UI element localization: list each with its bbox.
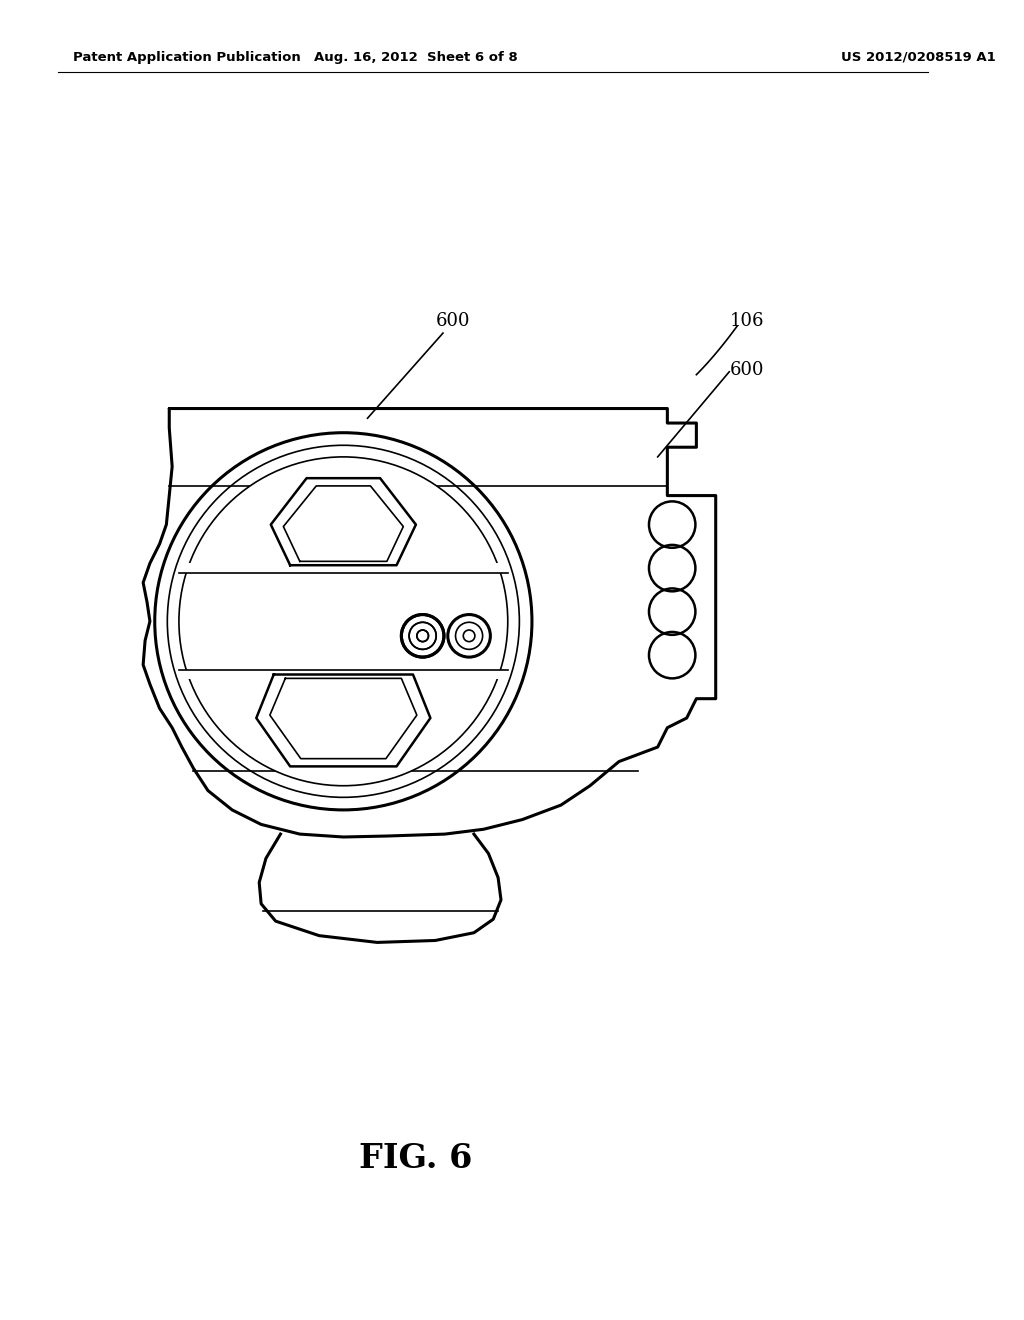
Circle shape: [649, 502, 695, 548]
Text: Aug. 16, 2012  Sheet 6 of 8: Aug. 16, 2012 Sheet 6 of 8: [314, 51, 518, 63]
Text: FIG. 6: FIG. 6: [359, 1142, 472, 1175]
Circle shape: [649, 589, 695, 635]
Circle shape: [649, 545, 695, 591]
Text: Patent Application Publication: Patent Application Publication: [73, 51, 300, 63]
Bar: [179, 669, 508, 680]
Circle shape: [401, 615, 444, 657]
Circle shape: [179, 457, 508, 785]
Text: 106: 106: [730, 313, 765, 330]
Text: US 2012/0208519 A1: US 2012/0208519 A1: [842, 51, 996, 63]
Bar: [179, 564, 508, 573]
Text: 600: 600: [435, 313, 470, 330]
Polygon shape: [270, 478, 416, 565]
Text: 600: 600: [730, 360, 765, 379]
Circle shape: [649, 632, 695, 678]
Circle shape: [447, 615, 490, 657]
Polygon shape: [256, 675, 430, 767]
